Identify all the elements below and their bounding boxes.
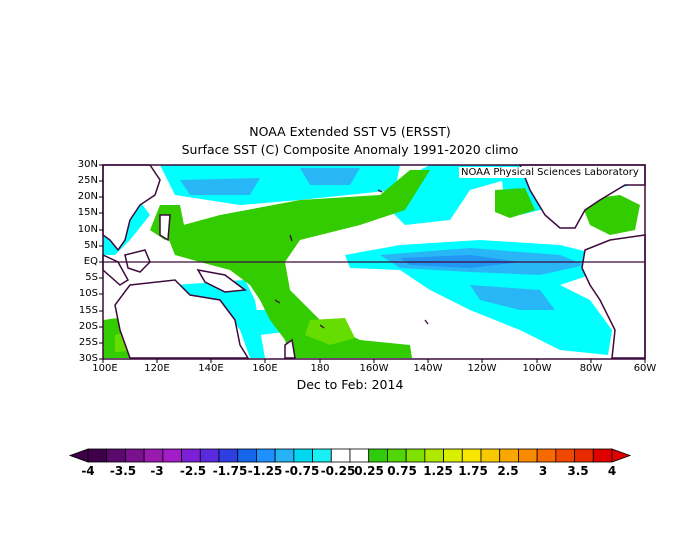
colorbar-tick-label: 1.25 (423, 464, 453, 478)
colorbar-swatch (293, 448, 313, 463)
credit-label: NOAA Physical Sciences Laboratory (459, 167, 641, 178)
colorbar-tick-label: -3.5 (109, 464, 137, 478)
colorbar-swatch (518, 448, 538, 463)
colorbar-tick-label: -0.25 (320, 464, 356, 478)
lat-label: 20N (77, 191, 98, 202)
lon-label: 160W (359, 363, 389, 374)
lat-label: 30N (77, 159, 98, 170)
colorbar-swatch (592, 448, 613, 463)
colorbar-swatch (368, 448, 388, 463)
lon-label: 140W (413, 363, 443, 374)
colorbar-swatch (162, 448, 182, 463)
lon-label: 140E (198, 363, 224, 374)
colorbar-swatch (125, 448, 145, 463)
lon-label: 120E (144, 363, 170, 374)
lat-label: 30S (78, 353, 98, 364)
lon-label: 160E (252, 363, 278, 374)
colorbar-tick-label: -3 (150, 464, 164, 478)
colorbar-swatch (274, 448, 295, 463)
colorbar-swatch (461, 448, 482, 463)
colorbar-tick-label: -0.75 (284, 464, 320, 478)
colorbar-swatch (106, 448, 126, 463)
colorbar-tick-label: 4 (607, 464, 617, 478)
colorbar-tick-label: 3.5 (567, 464, 589, 478)
colorbar-swatch (349, 448, 370, 463)
colorbar-tick-label: -1.25 (247, 464, 283, 478)
lat-label: 5S (85, 272, 98, 283)
colorbar-swatch (387, 448, 407, 463)
lat-label: EQ (83, 256, 98, 267)
coastlines (102, 164, 646, 359)
colorbar-right-arrow (611, 448, 632, 463)
period-label: Dec to Feb: 2014 (296, 377, 404, 392)
colorbar-swatch (555, 448, 575, 463)
lat-label: 10S (78, 288, 98, 299)
colorbar-swatch (499, 448, 519, 463)
colorbar-swatch (536, 448, 557, 463)
colorbar-tick-label: 2.5 (497, 464, 519, 478)
colorbar-tick-label: 0.25 (354, 464, 384, 478)
colorbar-swatch (424, 448, 444, 463)
colorbar-swatch (181, 448, 201, 463)
lat-label: 25S (78, 337, 98, 348)
colorbar-swatch (199, 448, 220, 463)
colorbar-swatch (443, 448, 463, 463)
colorbar-swatch (237, 448, 257, 463)
map-title: NOAA Extended SST V5 (ERSST) (249, 124, 451, 139)
lat-label: 10N (77, 224, 98, 235)
colorbar-swatch (87, 448, 108, 463)
map-subtitle: Surface SST (C) Composite Anomaly 1991-2… (181, 142, 519, 157)
colorbar-swatch (405, 448, 426, 463)
lat-label: 15N (77, 207, 98, 218)
colorbar-left-arrow (68, 448, 89, 463)
colorbar-tick-label: -1.75 (212, 464, 248, 478)
colorbar-tick-label: 1.75 (458, 464, 488, 478)
colorbar-swatch (256, 448, 276, 463)
axis-ticks (99, 164, 646, 363)
colorbar-swatch (312, 448, 332, 463)
colorbar-swatch (574, 448, 594, 463)
colorbar-tick-label: -4 (81, 464, 95, 478)
lat-label: 5N (84, 240, 98, 251)
colorbar-tick-label: 3 (538, 464, 548, 478)
lon-label: 100W (522, 363, 552, 374)
islands (274, 189, 429, 329)
lat-label: 15S (78, 305, 98, 316)
lat-label: 25N (77, 175, 98, 186)
colorbar-swatch (480, 448, 501, 463)
colorbar-tick-label: 0.75 (387, 464, 417, 478)
lat-label: 20S (78, 321, 98, 332)
colorbar-swatch (330, 448, 351, 463)
colorbar-swatch (218, 448, 239, 463)
lon-label: 180 (310, 363, 330, 374)
lon-label: 60W (633, 363, 657, 374)
lon-label: 100E (92, 363, 118, 374)
colorbar-tick-label: -2.5 (179, 464, 207, 478)
lon-label: 120W (467, 363, 497, 374)
lon-label: 80W (579, 363, 603, 374)
colorbar-swatch (143, 448, 164, 463)
